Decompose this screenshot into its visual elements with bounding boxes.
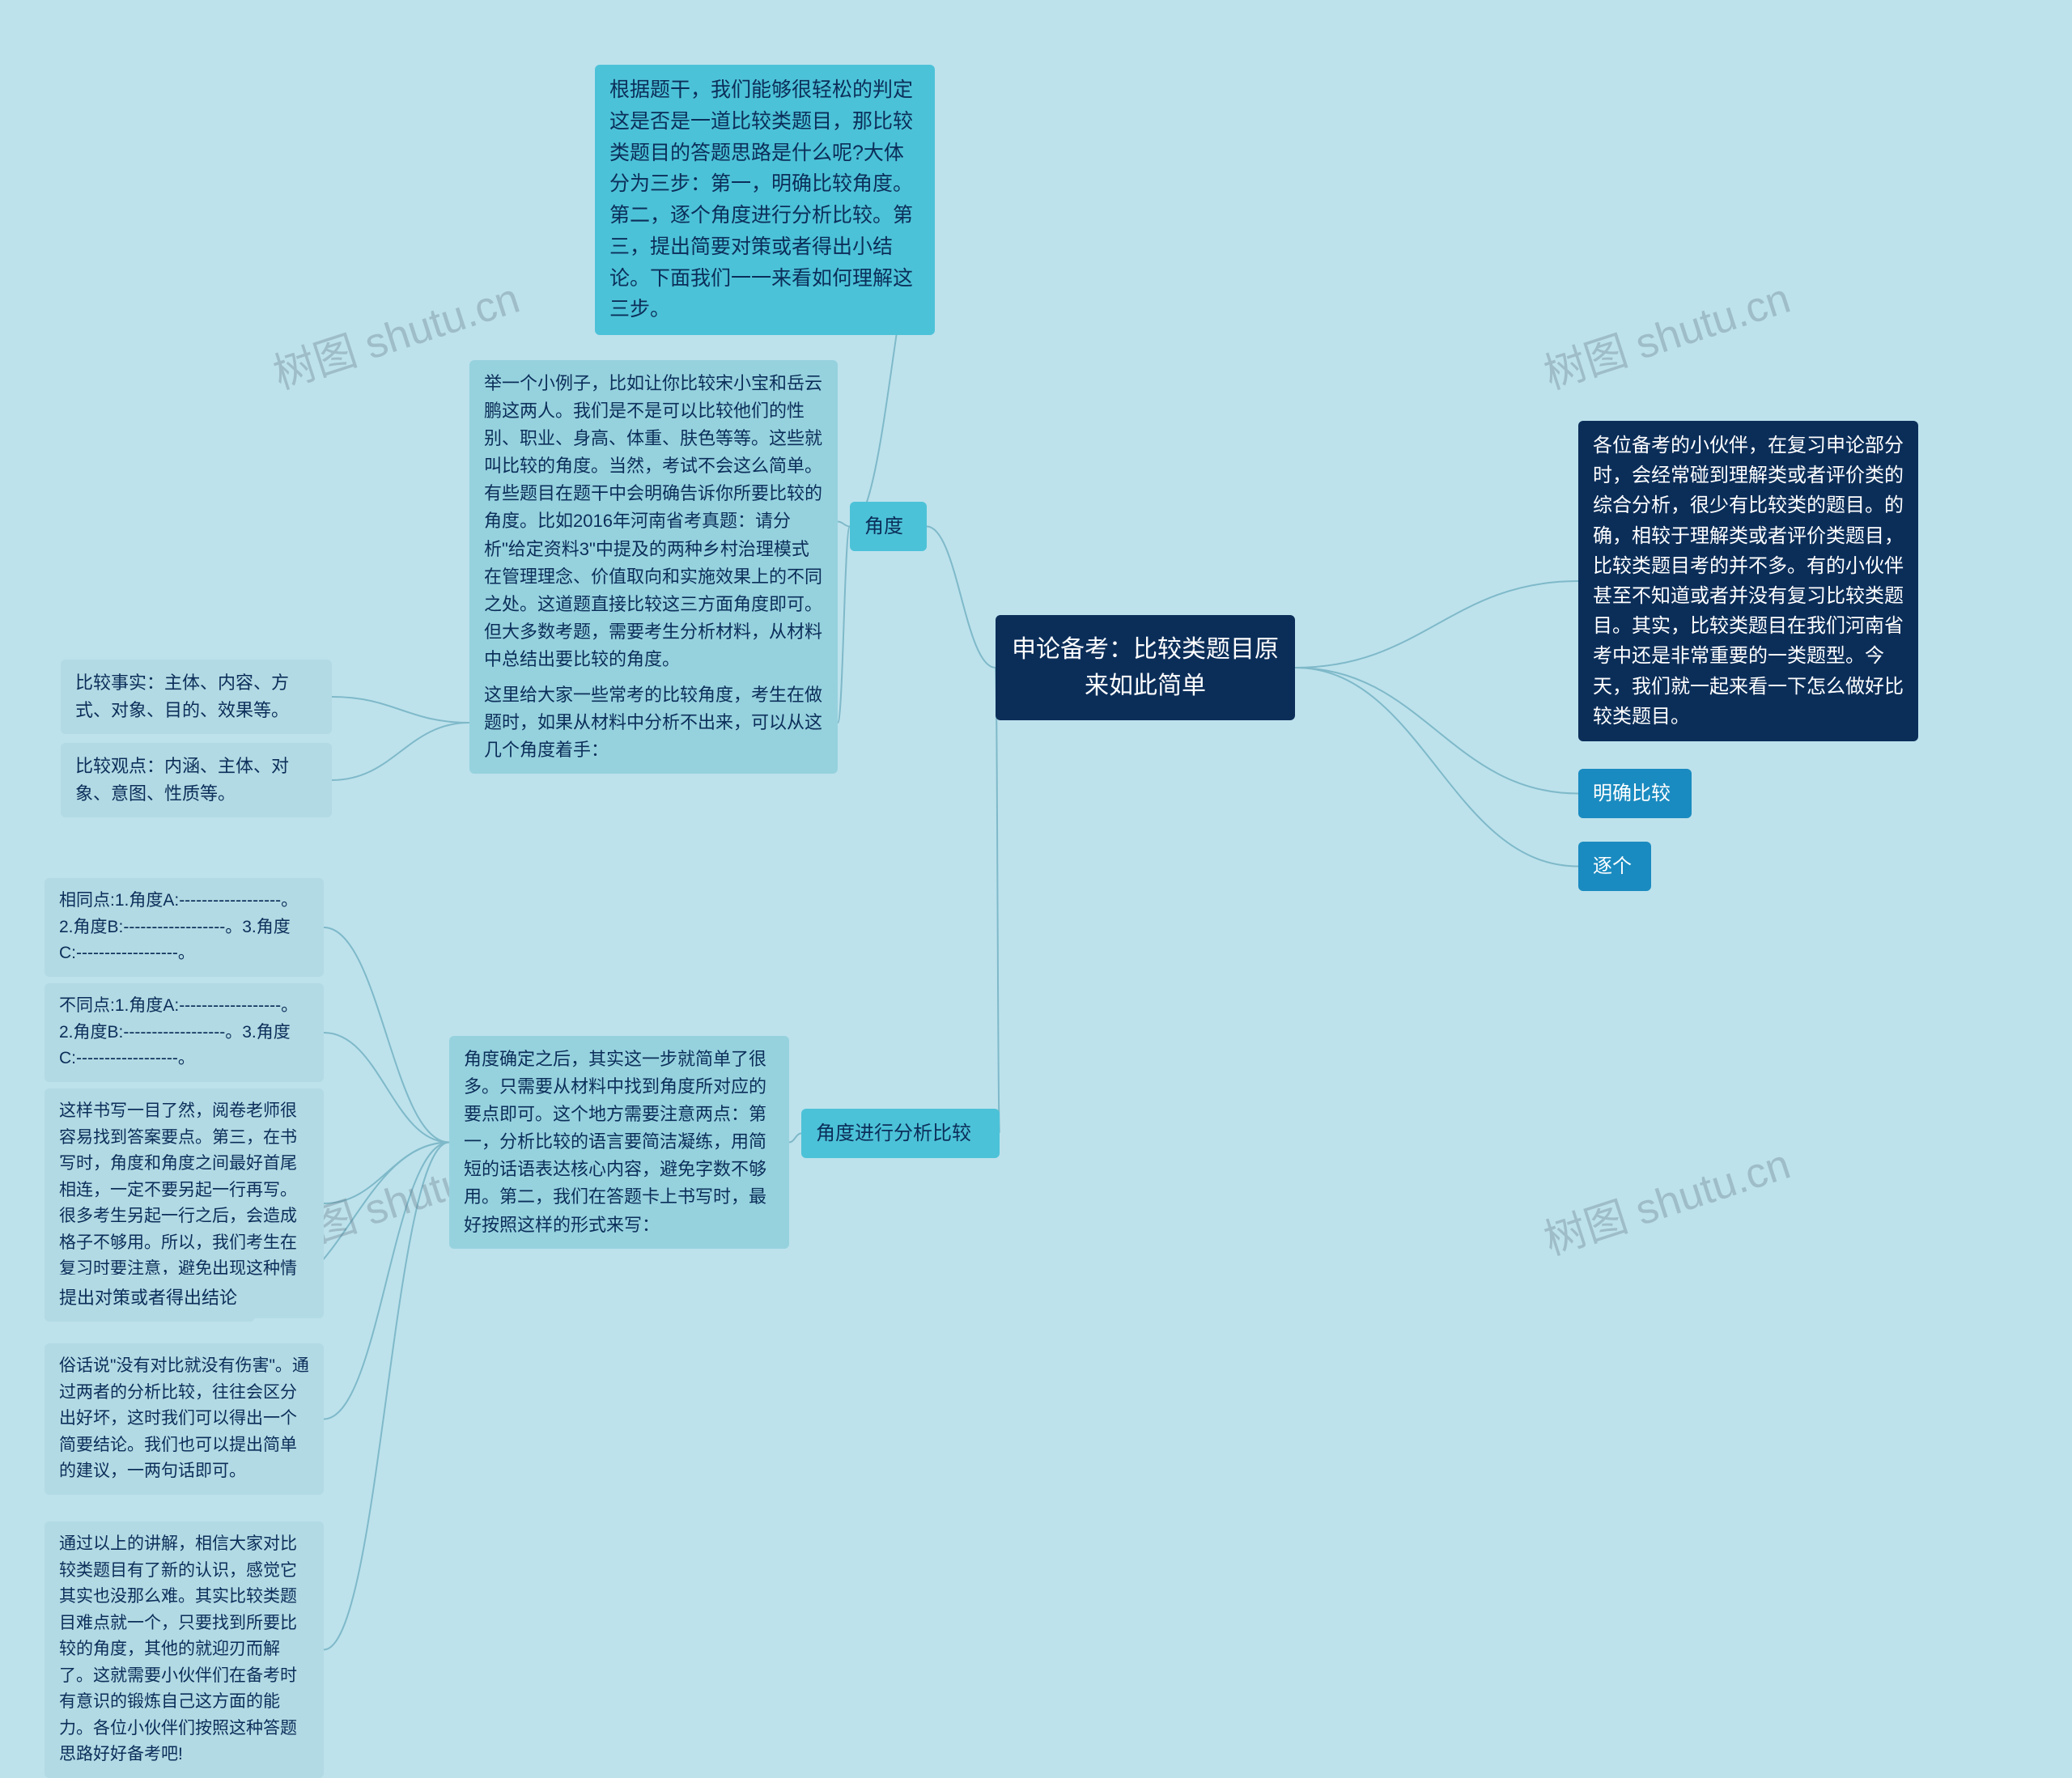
node-root: 申论备考：比较类题目原来如此简单 (996, 615, 1295, 720)
edge-angle_common-angle_view (332, 723, 469, 780)
node-analysis_main: 角度确定之后，其实这一步就简单了很多。只需要从材料中找到角度所对应的要点即可。这… (449, 1036, 789, 1249)
mindmap-canvas: 树图 shutu.cn树图 shutu.cn树图 shutu.cn树图 shut… (0, 0, 2072, 1759)
edge-analysis-analysis_main (789, 1134, 801, 1143)
node-analysis: 角度进行分析比较 (801, 1109, 1000, 1158)
node-r_clear: 明确比较 (1578, 769, 1692, 818)
node-angle_fact: 比较事实：主体、内容、方式、对象、目的、效果等。 (61, 660, 332, 734)
node-ana_saying: 俗话说"没有对比就没有伤害"。通过两者的分析比较，往往会区分出好坏，这时我们可以… (45, 1343, 324, 1495)
edge-root-r_clear (1295, 668, 1578, 794)
node-ana_diff: 不同点:1.角度A:------------------。2.角度B:-----… (45, 983, 324, 1082)
edge-root-r_each (1295, 668, 1578, 867)
edge-root-angle (927, 527, 996, 668)
node-r_intro: 各位备考的小伙伴，在复习申论部分时，会经常碰到理解类或者评价类的综合分析，很少有… (1578, 421, 1918, 741)
edge-analysis_main-ana_summary (324, 1143, 449, 1650)
edge-angle-angle_common (838, 527, 850, 724)
node-ana_summary: 通过以上的讲解，相信大家对比较类题目有了新的认识，感觉它其实也没那么难。其实比较… (45, 1521, 324, 1778)
node-angle_intro: 根据题干，我们能够很轻松的判定这是否是一道比较类题目，那比较类题目的答题思路是什… (595, 65, 935, 335)
node-angle_view: 比较观点：内涵、主体、对象、意图、性质等。 (61, 743, 332, 817)
node-ana_conclude: 提出对策或者得出结论 (45, 1275, 255, 1322)
edge-angle-angle_example (838, 522, 850, 527)
edge-analysis_main-ana_write (324, 1143, 449, 1204)
edge-root-r_intro (1295, 581, 1578, 668)
watermark: 树图 shutu.cn (1535, 264, 1797, 401)
node-angle_common: 这里给大家一些常考的比较角度，考生在做题时，如果从材料中分析不出来，可以从这几个… (469, 672, 838, 774)
node-r_each: 逐个 (1578, 842, 1651, 891)
edge-analysis_main-ana_same (324, 927, 449, 1143)
edge-analysis_main-ana_saying (324, 1143, 449, 1419)
node-angle_example: 举一个小例子，比如让你比较宋小宝和岳云鹏这两人。我们是不是可以比较他们的性别、职… (469, 360, 838, 683)
node-angle: 角度 (850, 502, 927, 551)
watermark: 树图 shutu.cn (1535, 1130, 1797, 1267)
node-ana_same: 相同点:1.角度A:------------------。2.角度B:-----… (45, 878, 324, 977)
edge-analysis_main-ana_diff (324, 1033, 449, 1143)
edge-root-analysis (996, 668, 1000, 1134)
edge-angle_common-angle_fact (332, 697, 469, 723)
